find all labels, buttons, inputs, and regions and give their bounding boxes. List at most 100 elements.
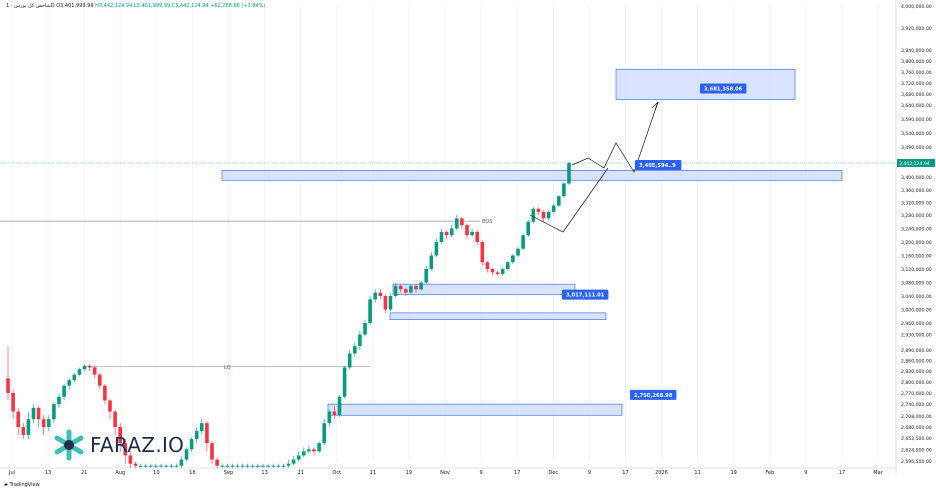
time-axis[interactable]: Jul 13 21 Aug 10 18 Sep 13 21 Oct 11 19 Nov 9 17 Dec 9 17… xyxy=(8,470,884,476)
zone-mid-upper xyxy=(392,283,576,295)
candle-body xyxy=(159,465,163,467)
candle-body xyxy=(526,221,530,236)
time-tick-label: 9 xyxy=(804,470,807,476)
price-tick-label: 3,360,000.00 xyxy=(901,188,932,194)
faraz-logo-icon xyxy=(54,429,84,461)
candle-body xyxy=(245,465,250,467)
price-tick-label: 3,200,000.00 xyxy=(901,240,932,246)
price-tick-label: 3,120,000.00 xyxy=(901,267,932,273)
zone-mid-label-bg xyxy=(562,289,609,300)
price-tick-label: 3,840,000.00 xyxy=(901,48,932,54)
candle-body xyxy=(230,465,235,467)
annotation-labels: 3,681,358.06 3,405,594..9 3,017,111.01 2,75… xyxy=(224,83,747,400)
price-tick-label: 3,590,000.00 xyxy=(901,117,932,123)
candle-body xyxy=(169,465,173,467)
price-tick-label: 3,240,000.00 xyxy=(901,227,932,233)
time-tick-label: 21 xyxy=(297,470,303,476)
time-tick-label: 18 xyxy=(189,470,195,476)
candle-body xyxy=(26,419,31,436)
time-tick-label: Jul xyxy=(8,470,15,476)
zone-low-label: 2,750,268.98 xyxy=(634,393,673,399)
candle-body xyxy=(82,365,87,370)
candle-body xyxy=(368,299,372,323)
candle-body xyxy=(460,218,464,226)
candle-body xyxy=(291,459,296,464)
annotation-lines xyxy=(0,220,480,368)
candle-body xyxy=(434,242,439,256)
time-tick-label: 13 xyxy=(45,470,51,476)
time-tick-label: Oct xyxy=(332,470,341,476)
symbol-legend: شاخص کل بورس · 1D O3,401,999.99 H3,442,1… xyxy=(6,3,265,9)
candle-body xyxy=(424,269,428,283)
tradingview-text: TradingView xyxy=(9,482,40,488)
price-tick-label: 2,890,000.00 xyxy=(901,348,932,354)
candle-body xyxy=(47,419,51,428)
price-tick-label: 3,720,000.00 xyxy=(901,81,932,87)
candle-body xyxy=(128,455,133,464)
price-tick-label: 3,490,000.00 xyxy=(901,145,932,151)
candle-body xyxy=(567,163,571,184)
candle-body xyxy=(557,196,561,206)
candle-body xyxy=(189,439,194,450)
candle-body xyxy=(296,455,301,460)
price-tick-label: 3,400,000.00 xyxy=(901,175,932,181)
price-tick-label: 3,540,000.00 xyxy=(901,131,932,137)
candle-body xyxy=(551,205,556,212)
candle-body xyxy=(500,269,505,275)
price-tick-label: 4,000,000.00 xyxy=(901,4,932,10)
candle-body xyxy=(271,465,275,467)
time-tick-label: Mar xyxy=(873,470,883,476)
candle-body xyxy=(220,465,224,467)
time-tick-label: 21 xyxy=(81,470,87,476)
candle-body xyxy=(521,235,525,249)
candles-layer xyxy=(6,162,571,468)
target-price-label-bg xyxy=(700,83,747,94)
candle-body xyxy=(398,285,403,290)
candle-body xyxy=(404,289,408,293)
time-tick-label: 10 xyxy=(153,470,159,476)
candle-body xyxy=(322,423,326,444)
tradingview-logo[interactable]: ▰ TradingView xyxy=(4,482,40,488)
price-axis[interactable]: 4,000,000.00 3,920,000.00 3,840,000.00 3,80… xyxy=(897,4,935,465)
candle-body xyxy=(87,365,92,368)
candle-body xyxy=(98,374,102,386)
candle-body xyxy=(143,465,148,467)
candle-body xyxy=(281,465,286,467)
candle-body xyxy=(215,459,219,466)
supply-zone-main xyxy=(221,170,843,181)
target-price-label: 3,681,358.06 xyxy=(704,87,743,93)
candle-body xyxy=(480,242,485,263)
last-price-label: 3,442,124.94 xyxy=(899,161,930,167)
candle-body xyxy=(286,463,291,466)
candle-body xyxy=(256,465,260,467)
candle-body xyxy=(485,262,490,269)
candle-body xyxy=(470,231,474,236)
candle-body xyxy=(36,407,41,420)
price-tick-label: 2,652,500.00 xyxy=(901,436,932,442)
candle-body xyxy=(388,296,393,310)
candle-body xyxy=(133,463,138,466)
price-tick-label: 3,760,000.00 xyxy=(901,70,932,76)
time-tick-label: Dec xyxy=(548,470,558,476)
candle-body xyxy=(240,465,245,467)
candle-body xyxy=(419,282,423,290)
time-tick-label: Feb xyxy=(765,470,774,476)
candle-body xyxy=(511,255,515,263)
candle-body xyxy=(342,367,347,397)
candle-body xyxy=(317,443,321,452)
candle-body xyxy=(179,459,184,466)
zone-mid-label: 3,017,111.01 xyxy=(566,293,605,299)
candle-body xyxy=(16,411,20,428)
candle-body xyxy=(429,255,434,269)
candle-body xyxy=(6,378,10,393)
candle-body xyxy=(77,369,82,375)
price-tick-label: 3,920,000.00 xyxy=(901,26,932,32)
candle-body xyxy=(52,404,56,420)
candle-body xyxy=(475,231,479,242)
candle-body xyxy=(113,411,117,428)
candle-body xyxy=(225,465,230,467)
time-tick-label: 11 xyxy=(370,470,376,476)
candle-body xyxy=(92,367,97,375)
candle-body xyxy=(266,465,270,467)
